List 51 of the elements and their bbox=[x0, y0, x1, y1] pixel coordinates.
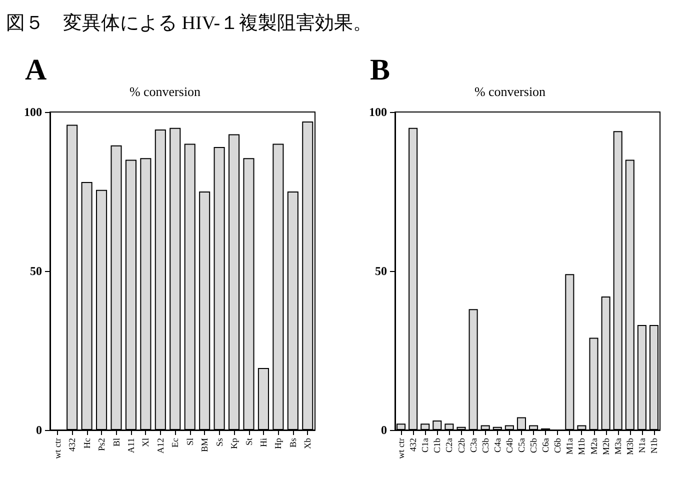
x-tick-label: Xb bbox=[302, 438, 313, 449]
x-tick-label: C4a bbox=[492, 438, 502, 452]
x-tick-label: M1b bbox=[576, 438, 587, 456]
x-tick-label: Ps2 bbox=[96, 438, 107, 452]
x-tick-label: 432 bbox=[67, 438, 78, 452]
x-tick-label: M2b bbox=[600, 438, 611, 456]
chart-subtitle: % conversion bbox=[474, 84, 546, 99]
x-tick-label: C5a bbox=[516, 438, 526, 452]
x-tick-label: Hp bbox=[273, 438, 284, 449]
x-tick-label: wt ctr bbox=[52, 438, 62, 459]
x-tick-label: M2a bbox=[588, 438, 599, 454]
x-tick-label: Hc bbox=[82, 438, 92, 448]
x-tick-label: C4b bbox=[504, 438, 514, 454]
x-tick-label: BM bbox=[200, 438, 210, 452]
y-tick-label: 50 bbox=[30, 264, 42, 278]
x-tick-label: C1b bbox=[432, 438, 442, 454]
y-tick-label: 100 bbox=[24, 105, 42, 119]
x-tick-label: wt ctr bbox=[396, 438, 406, 459]
x-tick-label: M3a bbox=[612, 438, 623, 454]
x-tick-label: St bbox=[244, 438, 254, 446]
x-tick-label: Hi bbox=[258, 438, 268, 447]
x-tick-label: Ss bbox=[214, 438, 224, 447]
x-tick-label: C6b bbox=[552, 438, 563, 454]
chart-subtitle: % conversion bbox=[129, 84, 202, 99]
y-tick-label: 50 bbox=[375, 264, 387, 278]
chart-title: A bbox=[25, 54, 47, 86]
x-tick-label: M1a bbox=[564, 438, 575, 454]
x-tick-label: C3b bbox=[480, 438, 490, 454]
x-tick-label: N1b bbox=[648, 438, 659, 454]
x-tick-label: A11 bbox=[126, 438, 136, 454]
chart-title: B bbox=[370, 54, 390, 86]
x-tick-label: Bl bbox=[111, 438, 122, 447]
x-tick-label: Kp bbox=[229, 438, 240, 449]
x-tick-label: C3a bbox=[468, 438, 478, 452]
x-tick-label: N1a bbox=[636, 438, 647, 453]
x-tick-label: Ec bbox=[170, 438, 180, 448]
caption: 図５ 変異体による HIV-１複製阻害効果。 bbox=[6, 12, 372, 36]
x-tick-label: C2b bbox=[456, 438, 466, 454]
x-tick-label: Sl bbox=[184, 438, 195, 446]
y-tick-label: 100 bbox=[369, 105, 387, 119]
y-tick-label: 0 bbox=[36, 423, 42, 437]
x-tick-label: C5b bbox=[528, 438, 539, 454]
x-tick-label: Xl bbox=[140, 438, 151, 447]
x-tick-label: M3b bbox=[624, 438, 635, 456]
x-tick-label: 432 bbox=[408, 438, 418, 452]
x-tick-label: Bs bbox=[288, 438, 298, 448]
x-tick-label: A12 bbox=[155, 438, 166, 454]
x-tick-label: C1a bbox=[420, 438, 430, 452]
y-tick-label: 0 bbox=[381, 423, 387, 437]
x-tick-label: C6a bbox=[540, 438, 551, 452]
x-tick-label: C2a bbox=[444, 438, 454, 452]
